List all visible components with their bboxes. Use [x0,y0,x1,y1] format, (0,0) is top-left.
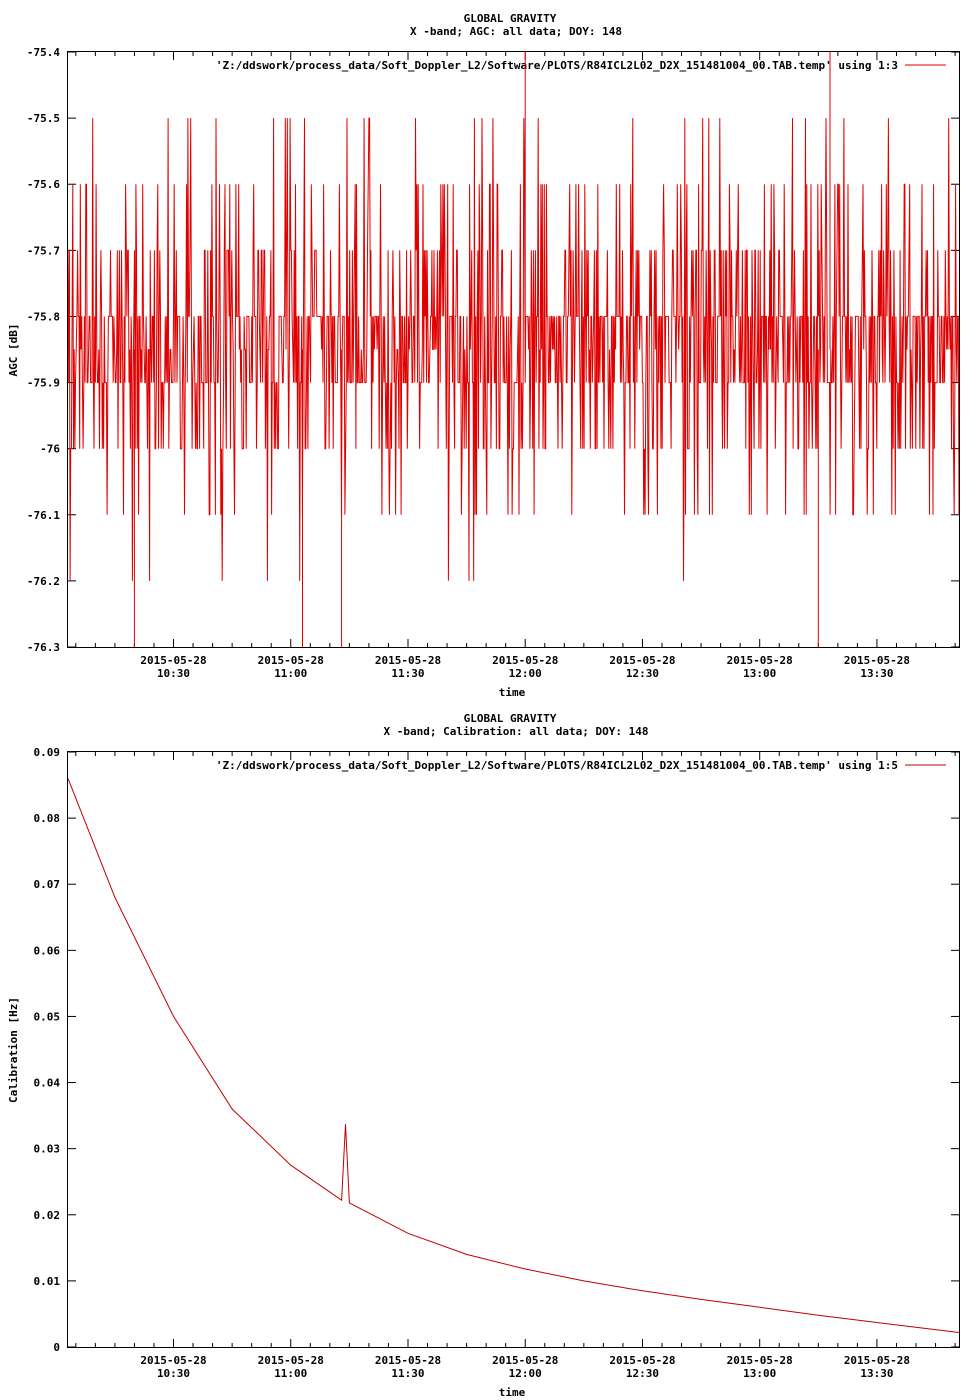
x-tick-time: 11:30 [391,667,424,680]
y-tick-label: 0.08 [34,812,61,825]
x-tick-date: 2015-05-28 [609,654,675,667]
y-tick-label: -75.5 [27,112,60,125]
x-tick-date: 2015-05-28 [844,1354,910,1367]
series-line [67,52,960,647]
x-tick-time: 10:30 [157,1367,190,1380]
y-tick-label: 0.01 [34,1275,61,1288]
x-tick-date: 2015-05-28 [844,654,910,667]
x-tick-date: 2015-05-28 [375,1354,441,1367]
x-tick-time: 10:30 [157,667,190,680]
y-tick-label: -76 [40,443,60,456]
plot-frame [67,51,960,648]
x-tick-time: 11:00 [274,667,307,680]
y-tick-label: -76.3 [27,641,60,654]
y-tick-label: 0.03 [34,1143,61,1156]
agc-chart: GLOBAL GRAVITY X -band; AGC: all data; D… [7,12,960,699]
x-tick-date: 2015-05-28 [492,654,558,667]
x-axis-label: time [499,1386,526,1399]
x-tick-date: 2015-05-28 [258,1354,324,1367]
x-tick-time: 13:30 [860,1367,893,1380]
y-axis-label: AGC [dB] [7,324,20,377]
chart-subtitle: X -band; Calibration: all data; DOY: 148 [384,725,649,738]
x-tick-date: 2015-05-28 [492,1354,558,1367]
x-tick-time: 11:00 [274,1367,307,1380]
calibration-chart: GLOBAL GRAVITY X -band; Calibration: all… [7,712,960,1399]
y-tick-label: -75.4 [27,46,60,59]
x-tick-date: 2015-05-28 [727,654,793,667]
x-tick-date: 2015-05-28 [258,654,324,667]
y-tick-label: -76.2 [27,575,60,588]
x-tick-date: 2015-05-28 [609,1354,675,1367]
legend-label: 'Z:/ddswork/process_data/Soft_Doppler_L2… [216,759,898,772]
x-tick-date: 2015-05-28 [375,654,441,667]
x-tick-date: 2015-05-28 [140,654,206,667]
x-axis-label: time [499,686,526,699]
x-tick-time: 13:30 [860,667,893,680]
plot-frame [67,751,960,1348]
x-tick-time: 13:00 [743,667,776,680]
x-tick-time: 13:00 [743,1367,776,1380]
x-tick-date: 2015-05-28 [140,1354,206,1367]
plot-area: 0 0.01 0.02 0.03 0.04 0.05 0.06 0.07 0.08 0.09 201… [34,746,960,1380]
legend-label: 'Z:/ddswork/process_data/Soft_Doppler_L2… [216,59,898,72]
x-tick-time: 12:30 [626,667,659,680]
y-tick-label: -75.8 [27,310,60,323]
chart-title: GLOBAL GRAVITY [464,12,557,25]
y-tick-label: 0.06 [34,944,61,957]
y-tick-label: 0.02 [34,1209,61,1222]
y-tick-label: 0.09 [34,746,61,759]
plot-area: -75.4 -75.5 -75.6 -75.7 -75.8 -75.9 -76 -76.1 -7… [27,46,960,680]
y-tick-label: -76.1 [27,509,60,522]
y-axis-label: Calibration [Hz] [7,997,20,1103]
y-tick-label: -75.6 [27,178,60,191]
y-tick-label: -75.9 [27,377,60,390]
x-tick-time: 12:00 [509,1367,542,1380]
y-tick-label: 0.04 [34,1077,61,1090]
y-tick-label: 0 [53,1341,60,1354]
x-tick-time: 12:30 [626,1367,659,1380]
y-tick-label: 0.07 [34,878,61,891]
chart-subtitle: X -band; AGC: all data; DOY: 148 [410,25,622,38]
y-tick-label: 0.05 [34,1010,61,1023]
x-tick-date: 2015-05-28 [727,1354,793,1367]
x-tick-time: 12:00 [509,667,542,680]
x-tick-time: 11:30 [391,1367,424,1380]
series-line [67,778,960,1333]
chart-title: GLOBAL GRAVITY [464,712,557,725]
y-tick-label: -75.7 [27,244,60,257]
